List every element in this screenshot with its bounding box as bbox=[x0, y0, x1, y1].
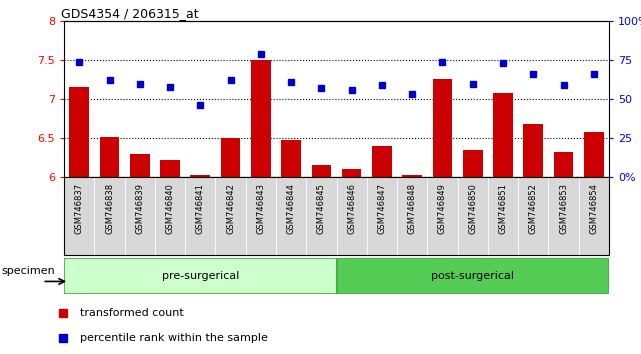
Text: GSM746852: GSM746852 bbox=[529, 183, 538, 234]
Text: pre-surgerical: pre-surgerical bbox=[162, 271, 239, 281]
Bar bbox=[433, 79, 453, 177]
Text: GSM746842: GSM746842 bbox=[226, 183, 235, 234]
Text: GSM746843: GSM746843 bbox=[256, 183, 265, 234]
Bar bbox=[372, 146, 392, 177]
Bar bbox=[99, 137, 119, 177]
Bar bbox=[554, 152, 574, 177]
Bar bbox=[69, 87, 89, 177]
Text: specimen: specimen bbox=[1, 266, 55, 276]
Text: transformed count: transformed count bbox=[80, 308, 184, 318]
Bar bbox=[524, 124, 543, 177]
Bar bbox=[130, 154, 149, 177]
Text: GSM746853: GSM746853 bbox=[559, 183, 568, 234]
Text: GSM746845: GSM746845 bbox=[317, 183, 326, 234]
Bar bbox=[64, 258, 337, 294]
Bar bbox=[584, 132, 604, 177]
Text: GDS4354 / 206315_at: GDS4354 / 206315_at bbox=[62, 7, 199, 20]
Text: GSM746841: GSM746841 bbox=[196, 183, 205, 234]
Text: GSM746848: GSM746848 bbox=[408, 183, 417, 234]
Text: GSM746838: GSM746838 bbox=[105, 183, 114, 234]
Text: GSM746854: GSM746854 bbox=[589, 183, 598, 234]
Bar bbox=[493, 93, 513, 177]
Text: GSM746844: GSM746844 bbox=[287, 183, 296, 234]
Text: GSM746846: GSM746846 bbox=[347, 183, 356, 234]
Bar bbox=[251, 60, 271, 177]
Text: GSM746851: GSM746851 bbox=[499, 183, 508, 234]
Bar bbox=[337, 258, 609, 294]
Text: post-surgerical: post-surgerical bbox=[431, 271, 514, 281]
Bar bbox=[190, 176, 210, 177]
Bar bbox=[221, 138, 240, 177]
Text: GSM746850: GSM746850 bbox=[468, 183, 478, 234]
Bar bbox=[403, 175, 422, 177]
Bar bbox=[463, 150, 483, 177]
Text: GSM746837: GSM746837 bbox=[75, 183, 84, 234]
Bar bbox=[312, 165, 331, 177]
Text: GSM746847: GSM746847 bbox=[378, 183, 387, 234]
Text: GSM746840: GSM746840 bbox=[165, 183, 174, 234]
Text: GSM746849: GSM746849 bbox=[438, 183, 447, 234]
Bar bbox=[281, 141, 301, 177]
Bar bbox=[342, 169, 362, 177]
Text: GSM746839: GSM746839 bbox=[135, 183, 144, 234]
Text: percentile rank within the sample: percentile rank within the sample bbox=[80, 333, 268, 343]
Bar bbox=[160, 160, 180, 177]
